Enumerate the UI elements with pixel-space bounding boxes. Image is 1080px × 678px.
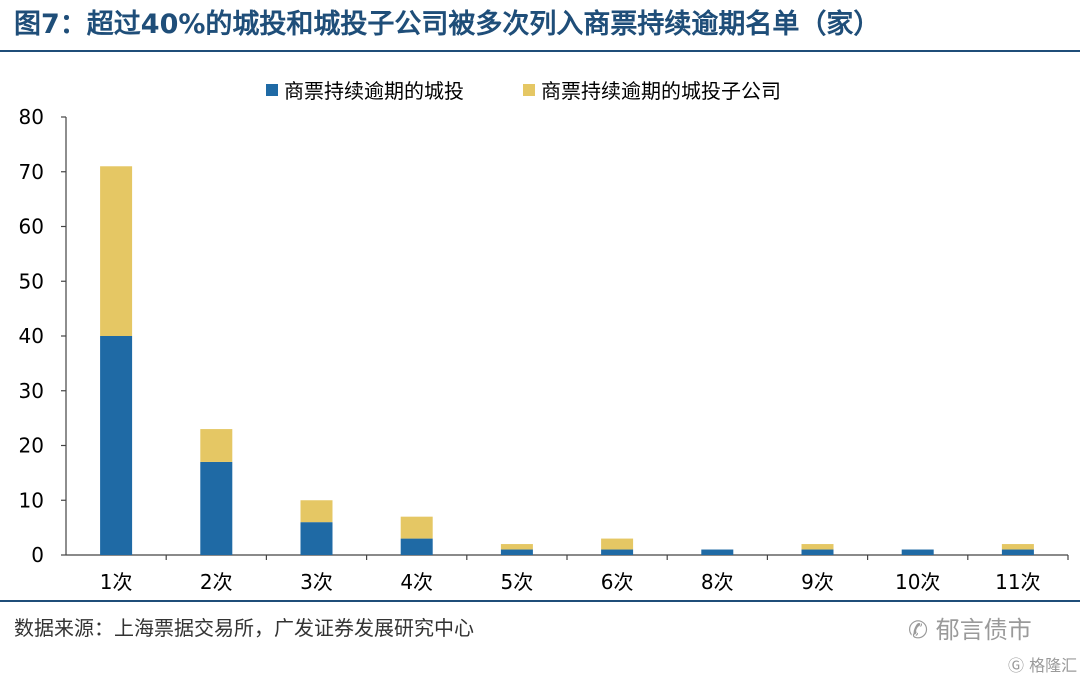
bar-segment-subsidiary (100, 166, 133, 336)
x-tick-label: 3次 (300, 570, 333, 594)
legend-label: 商票持续逾期的城投子公司 (541, 79, 781, 103)
bar-segment-chengtou (1001, 549, 1034, 555)
bar-segment-subsidiary (400, 516, 433, 539)
bar-segment-subsidiary (601, 538, 634, 550)
y-tick-label: 80 (19, 105, 44, 129)
y-tick-label: 60 (19, 215, 44, 239)
x-tick-label: 4次 (400, 570, 433, 594)
watermark-sub: Ⓖ 格隆汇 (1008, 652, 1077, 676)
x-tick-label: 2次 (200, 570, 233, 594)
bar-segment-chengtou (701, 549, 734, 555)
gelonghui-logo-icon: Ⓖ (1008, 656, 1025, 675)
watermark-sub-text: 格隆汇 (1029, 656, 1078, 675)
legend-swatch (266, 84, 278, 96)
legend-swatch (523, 84, 535, 96)
legend-label: 商票持续逾期的城投 (284, 79, 464, 103)
y-tick-label: 20 (19, 434, 44, 458)
bar-segment-chengtou (801, 549, 834, 555)
bar-segment-chengtou (400, 538, 433, 555)
chart-title: 图7：超过40%的城投和城投子公司被多次列入商票持续逾期名单（家） (14, 9, 881, 40)
y-tick-label: 10 (19, 488, 44, 512)
watermark: ✆ 郁言债市 (908, 610, 1032, 645)
bar-segment-subsidiary (200, 429, 233, 462)
title-rule (0, 50, 1080, 52)
y-tick-label: 40 (19, 324, 44, 348)
bar-segment-subsidiary (500, 544, 533, 550)
bar-segment-subsidiary (801, 544, 834, 550)
watermark-text: 郁言债市 (935, 616, 1032, 644)
x-tick-label: 1次 (100, 570, 133, 594)
y-tick-label: 0 (31, 543, 44, 567)
y-tick-label: 50 (19, 269, 44, 293)
x-tick-label: 5次 (501, 570, 534, 594)
source-rule (0, 600, 1080, 602)
x-tick-label: 6次 (601, 570, 634, 594)
bar-segment-chengtou (500, 549, 533, 555)
bar-segment-chengtou (100, 336, 133, 555)
x-tick-label: 9次 (801, 570, 834, 594)
bar-segment-chengtou (901, 549, 934, 555)
bar-segment-chengtou (601, 549, 634, 555)
bar-segment-chengtou (200, 461, 233, 555)
bar-segment-subsidiary (300, 500, 333, 523)
bar-segment-chengtou (300, 522, 333, 555)
source-note: 数据来源：上海票据交易所，广发证券发展研究中心 (14, 616, 474, 640)
y-tick-label: 30 (19, 379, 44, 403)
x-tick-label: 10次 (895, 570, 940, 594)
wechat-icon: ✆ (908, 616, 929, 644)
x-tick-label: 11次 (995, 570, 1040, 594)
bar-segment-subsidiary (1001, 544, 1034, 550)
stacked-bar-chart: 0 10 20 30 40 50 60 70 80 1次 2次 3次 4次 5次 6次 8次 9次 10次 11次 商… (19, 79, 1069, 594)
x-tick-label: 8次 (701, 570, 734, 594)
y-tick-label: 70 (19, 160, 44, 184)
